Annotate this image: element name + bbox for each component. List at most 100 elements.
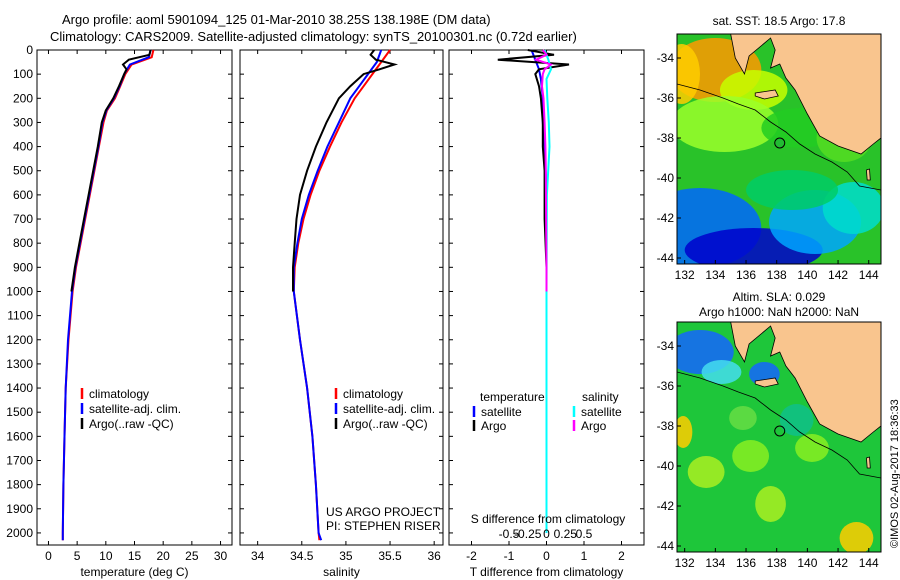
series-line-argo-raw-qc- — [292, 49, 399, 292]
sst-map: 132 134 136 138 140 142 144 -34 -36 -38 -40 -42 -44 s… — [657, 14, 882, 282]
map-blob — [677, 96, 779, 152]
map-x-tick-label: 132 — [675, 556, 695, 570]
map-x-tick-label: 134 — [705, 268, 725, 282]
x-tick-label: 34.5 — [290, 549, 314, 563]
legend-label: climatology — [343, 387, 403, 401]
map-blob — [677, 44, 701, 104]
x-tick-label: 35.5 — [378, 549, 402, 563]
map-frame — [676, 33, 882, 265]
x-tick-label: 5 — [74, 549, 81, 563]
y-tick-label: 1600 — [6, 429, 33, 443]
map-y-tick-label: -34 — [657, 339, 675, 353]
land-king-island — [866, 168, 871, 181]
map-field — [677, 34, 881, 264]
x-tick-label: -1 — [504, 549, 515, 563]
legend-label: Argo(..raw -QC) — [343, 417, 428, 431]
y-tick-label: 1300 — [6, 357, 33, 371]
map-blob — [822, 182, 881, 234]
top-tick-label: -0.5 — [499, 527, 520, 541]
y-tick-label: 100 — [13, 67, 33, 81]
map-blob — [677, 416, 693, 448]
map-blob — [732, 440, 770, 472]
top-tick-label: 0.5 — [576, 527, 593, 541]
x-tick-label: 30 — [214, 549, 228, 563]
map-y-tick-label: -42 — [657, 499, 675, 513]
legend-label: Argo — [581, 419, 607, 433]
land-king-island — [866, 456, 871, 469]
land-mainland — [677, 322, 881, 443]
argo-position-marker — [774, 425, 786, 437]
series-line-s-argo — [533, 49, 554, 292]
x-tick-label: 34 — [251, 549, 265, 563]
y-tick-label: 300 — [13, 115, 33, 129]
y-tick-label: 1200 — [6, 333, 33, 347]
map-blob — [755, 486, 786, 522]
y-tick-label: 1400 — [6, 381, 33, 395]
argo-position-marker — [774, 137, 786, 149]
top-tick-label: 0.25 — [554, 527, 578, 541]
x-tick-label: -2 — [466, 549, 477, 563]
legend-header-temperature: temperature — [480, 390, 545, 404]
x-tick-label: 2 — [618, 549, 625, 563]
y-tick-label: 1700 — [6, 453, 33, 467]
y-tick-label: 800 — [13, 236, 33, 250]
map-y-tick-label: -44 — [657, 251, 675, 265]
legend-label: Argo — [481, 419, 507, 433]
difference-panel: -2 -1 0 1 2 T difference from climatology temp… — [448, 49, 645, 579]
map-x-tick-label: 140 — [797, 556, 817, 570]
map-y-tick-label: -44 — [657, 539, 675, 553]
isobath-line — [677, 371, 881, 479]
temperature-panel-frame — [36, 49, 233, 546]
figure-title-line2: Climatology: CARS2009. Satellite-adjuste… — [50, 29, 577, 44]
x-tick-label: 0 — [45, 549, 52, 563]
map-title-line2: Argo h1000: NaN h2000: NaN — [699, 305, 859, 319]
y-tick-label: 700 — [13, 212, 33, 226]
y-tick-label: 1900 — [6, 502, 33, 516]
map-blob — [746, 170, 839, 210]
map-x-tick-label: 134 — [705, 556, 725, 570]
map-y-tick-label: -42 — [657, 211, 675, 225]
y-tick-label: 1100 — [7, 309, 33, 323]
x-tick-label: 20 — [156, 549, 170, 563]
map-title-line1: Altim. SLA: 0.029 — [733, 290, 826, 304]
y-tick-label: 900 — [13, 260, 33, 274]
x-axis-label: temperature (deg C) — [80, 565, 188, 579]
x-tick-label: 15 — [128, 549, 142, 563]
map-x-tick-label: 144 — [859, 268, 879, 282]
legend-label: climatology — [89, 387, 149, 401]
land-mainland — [677, 34, 881, 155]
legend-header-salinity: salinity — [582, 390, 619, 404]
map-blob — [795, 434, 829, 462]
x-tick-label: 35 — [339, 549, 353, 563]
copyright-label: ©IMOS 02-Aug-2017 18:36:33 — [889, 399, 900, 548]
y-tick-label: 1000 — [6, 284, 33, 298]
map-y-tick-label: -38 — [657, 131, 675, 145]
x-tick-label: 10 — [99, 549, 113, 563]
x-axis-label: salinity — [323, 565, 360, 579]
x-tick-label: 36 — [427, 549, 441, 563]
x-tick-label: 1 — [581, 549, 588, 563]
map-field — [677, 322, 881, 552]
map-x-tick-label: 142 — [828, 556, 848, 570]
map-title: sat. SST: 18.5 Argo: 17.8 — [713, 14, 846, 28]
map-x-tick-label: 132 — [675, 268, 695, 282]
map-frame — [676, 321, 882, 553]
legend-label: satellite — [581, 405, 622, 419]
y-tick-label: 600 — [13, 188, 33, 202]
map-y-tick-label: -38 — [657, 419, 675, 433]
legend-label: satellite-adj. clim. — [343, 402, 435, 416]
map-x-tick-label: 142 — [828, 268, 848, 282]
annotation-project: US ARGO PROJECT — [326, 505, 441, 519]
map-y-tick-label: -36 — [657, 91, 675, 105]
map-x-tick-label: 138 — [767, 268, 787, 282]
map-y-tick-label: -36 — [657, 379, 675, 393]
y-tick-label: 200 — [13, 91, 33, 105]
isobath-line — [677, 83, 881, 191]
series-line-satellite-adj-clim- — [292, 49, 383, 541]
map-blob — [839, 522, 874, 552]
map-blob — [729, 406, 757, 430]
top-tick-label: 0 — [543, 527, 550, 541]
map-y-tick-label: -40 — [657, 459, 675, 473]
map-x-tick-label: 140 — [797, 268, 817, 282]
top-tick-label: -0.25 — [514, 527, 542, 541]
